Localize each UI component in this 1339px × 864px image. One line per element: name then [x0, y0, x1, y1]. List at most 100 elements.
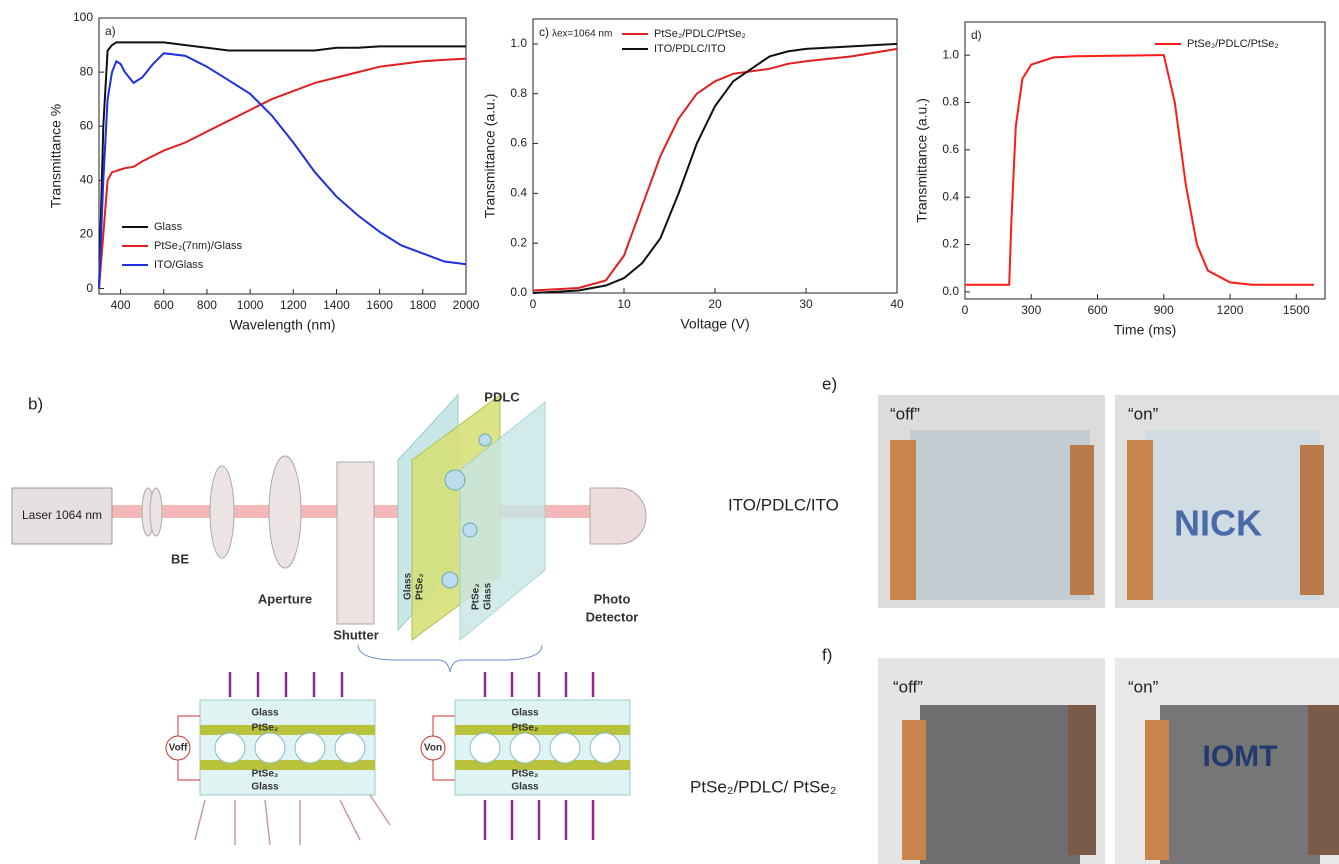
x-tick-label: 800	[197, 298, 217, 312]
legend-label: Glass	[154, 221, 183, 233]
aperture	[269, 456, 301, 568]
data-line	[99, 59, 466, 289]
x-tick-label: 10	[617, 297, 631, 311]
state-label: “off”	[890, 404, 920, 423]
state-label: “on”	[1128, 404, 1159, 423]
y-tick-label: 0.4	[942, 189, 959, 203]
brace	[358, 645, 542, 672]
x-tick-label: 600	[154, 298, 174, 312]
legend-label: PtSe₂(7nm)/Glass	[154, 240, 243, 252]
layer-label: Glass	[251, 782, 279, 793]
layer-label: PtSe₂	[471, 583, 482, 610]
panel-label: a)	[105, 24, 116, 38]
x-tick-label: 0	[530, 297, 537, 311]
x-tick-label: 1200	[280, 298, 307, 312]
layer-label: PtSe₂	[252, 723, 279, 734]
laser-label: Laser 1064 nm	[22, 508, 102, 522]
y-tick-label: 0.6	[510, 136, 527, 150]
hidden-text: IOMT	[1203, 740, 1278, 773]
panel-label: f)	[822, 645, 832, 664]
layer-label: PtSe₂	[415, 573, 426, 600]
y-tick-label: 0.0	[942, 284, 959, 298]
y-tick-label: 0.2	[942, 237, 959, 251]
state-label: “on”	[1128, 677, 1159, 696]
layer-label: PtSe₂	[512, 769, 539, 780]
y-tick-label: 0.8	[510, 86, 527, 100]
plot-frame	[533, 19, 897, 293]
legend-label: ITO/PDLC/ITO	[654, 43, 726, 55]
setup-diagram: b) Laser 1064 nm BE Aperture Shutter PDL…	[12, 389, 646, 845]
y-tick-label: 80	[80, 64, 94, 78]
layer-label: PtSe₂	[252, 769, 279, 780]
legend-label: ITO/Glass	[154, 259, 204, 271]
x-tick-label: 2000	[453, 298, 480, 312]
electrode	[1068, 705, 1096, 855]
y-tick-label: 20	[80, 227, 94, 241]
droplet	[442, 572, 458, 588]
electrode	[1300, 445, 1324, 595]
x-tick-label: 1000	[237, 298, 264, 312]
sample-label: PtSe₂/PDLC/ PtSe₂	[690, 777, 836, 796]
legend-label: PtSe₂/PDLC/PtSe₂	[654, 28, 746, 40]
x-tick-label: 400	[111, 298, 131, 312]
x-tick-label: 40	[890, 297, 904, 311]
photo-detector	[590, 488, 646, 544]
electrode	[1070, 445, 1094, 595]
cell-on: Von Glass PtSe₂ PtSe₂ Glass	[421, 700, 630, 795]
y-tick-label: 0.0	[510, 285, 527, 299]
y-tick-label: 1.0	[942, 47, 959, 61]
be-label: BE	[171, 551, 189, 566]
sample-label: ITO/PDLC/ITO	[728, 495, 839, 514]
electrode	[1145, 720, 1169, 860]
panel-label: c)	[539, 25, 549, 39]
aperture-label: Aperture	[258, 591, 312, 606]
panel-label: b)	[28, 394, 43, 413]
y-tick-label: 0.2	[510, 235, 527, 249]
x-tick-label: 900	[1154, 303, 1174, 317]
electrode	[890, 440, 916, 600]
panel-label: e)	[822, 374, 837, 393]
legend-label: PtSe₂/PDLC/PtSe₂	[1187, 38, 1279, 50]
layer-label: Glass	[403, 572, 414, 600]
voltage-label: Von	[424, 743, 442, 754]
layer-label: Glass	[483, 582, 494, 610]
y-tick-label: 60	[80, 118, 94, 132]
voltage-label: Voff	[169, 743, 188, 754]
y-tick-label: 0	[86, 281, 93, 295]
pdlc-label: PDLC	[484, 389, 520, 404]
y-tick-label: 0.4	[510, 186, 527, 200]
cell	[920, 705, 1080, 864]
photos: e) ITO/PDLC/ITO “off” “on” NICK f) PtSe₂…	[690, 374, 1339, 864]
data-line	[99, 53, 466, 288]
layer-label: PtSe₂	[512, 723, 539, 734]
x-tick-label: 0	[962, 303, 969, 317]
panel-label: d)	[971, 28, 982, 42]
layer-label: Glass	[511, 708, 539, 719]
y-axis-label: Transmittance (a.u.)	[914, 98, 930, 223]
x-tick-label: 300	[1021, 303, 1041, 317]
detector-label: Photo	[594, 591, 631, 606]
layer-label: Glass	[251, 708, 279, 719]
y-tick-label: 0.8	[942, 95, 959, 109]
x-tick-label: 1400	[323, 298, 350, 312]
hidden-text: NICK	[1174, 503, 1262, 544]
x-tick-label: 1500	[1283, 303, 1310, 317]
detector-label: Detector	[586, 609, 639, 624]
cell	[910, 430, 1090, 600]
droplet	[445, 470, 465, 490]
x-axis-label: Voltage (V)	[680, 316, 749, 332]
y-tick-label: 100	[73, 10, 93, 24]
droplet	[463, 523, 477, 537]
annotation: λex=1064 nm	[552, 29, 612, 40]
shutter	[337, 462, 374, 624]
electrode	[1127, 440, 1153, 600]
figure: b) Laser 1064 nm BE Aperture Shutter PDL…	[0, 0, 1339, 864]
droplet	[479, 434, 491, 446]
x-tick-label: 30	[799, 297, 813, 311]
x-axis-label: Wavelength (nm)	[229, 317, 335, 333]
y-tick-label: 40	[80, 173, 94, 187]
y-axis-label: Transmittance (a.u.)	[482, 94, 498, 219]
x-axis-label: Time (ms)	[1114, 322, 1176, 338]
x-tick-label: 1600	[366, 298, 393, 312]
x-tick-label: 600	[1087, 303, 1107, 317]
